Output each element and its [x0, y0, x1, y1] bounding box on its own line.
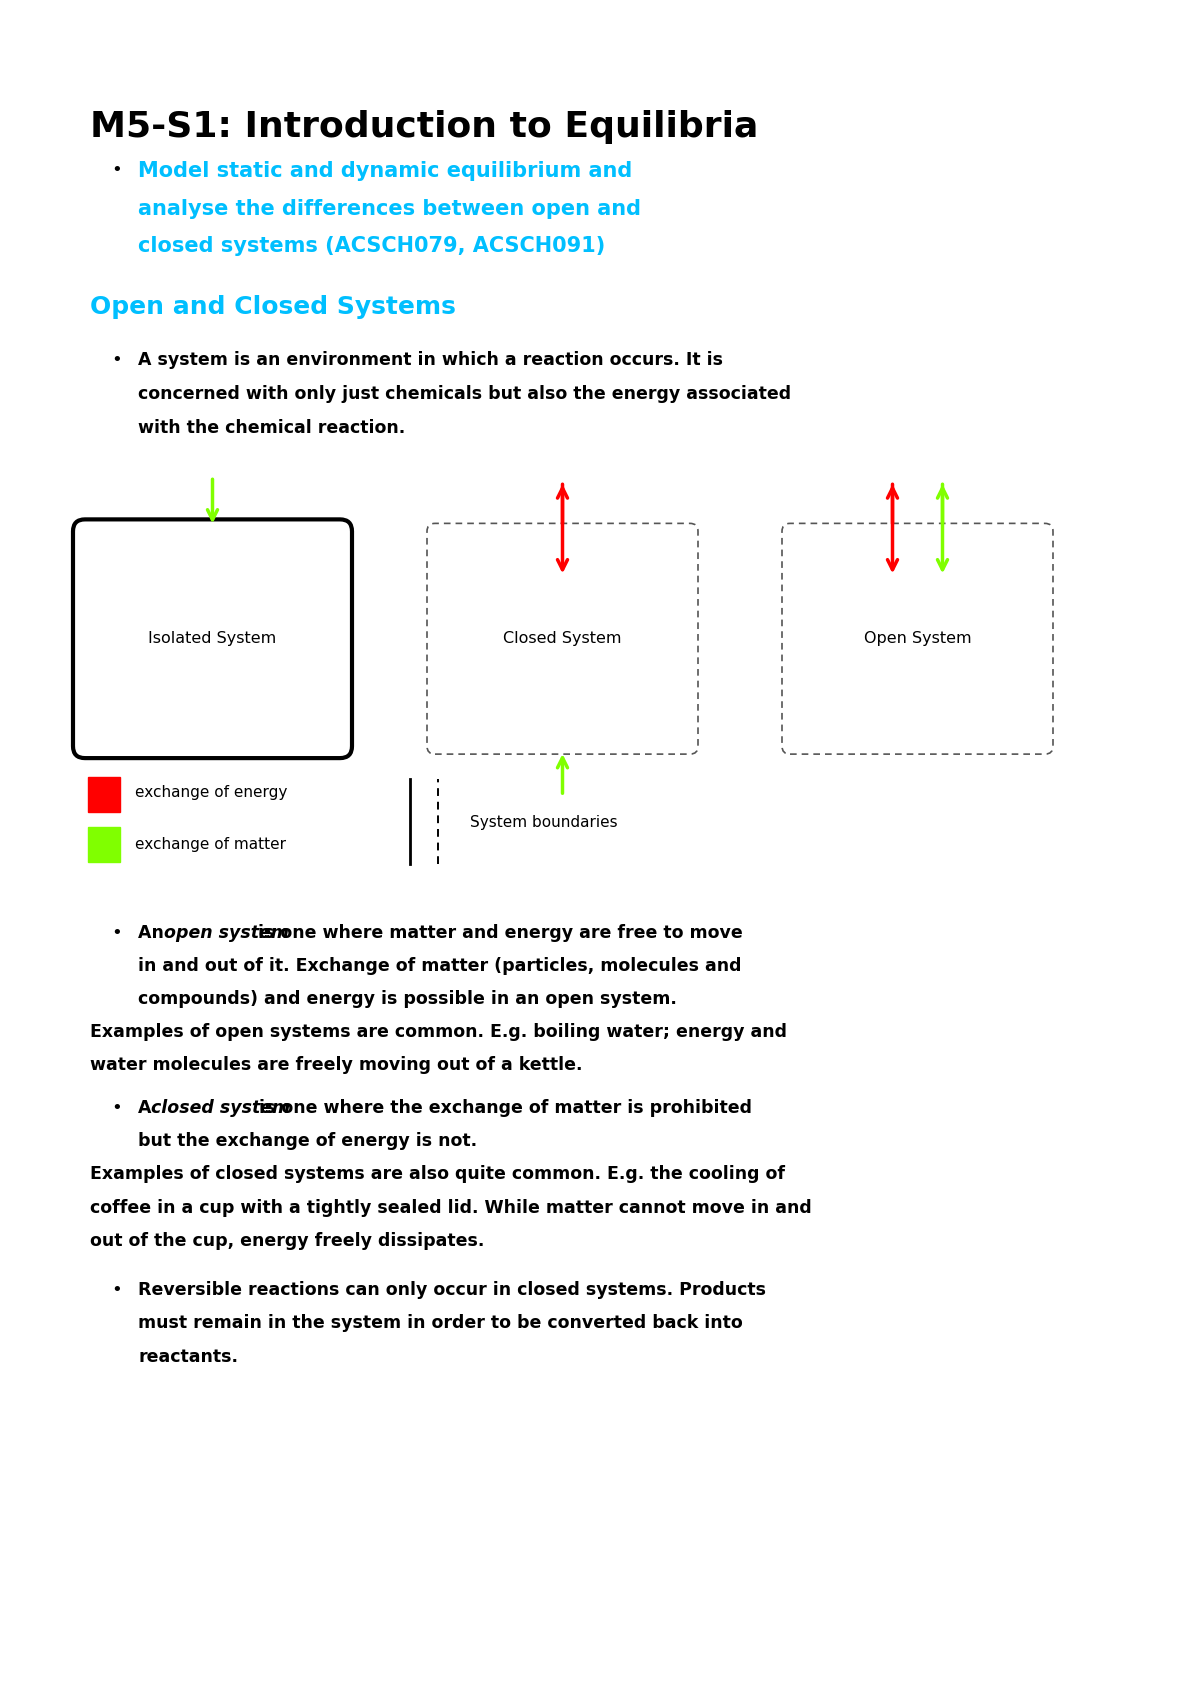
Text: reactants.: reactants. [138, 1348, 238, 1365]
FancyBboxPatch shape [782, 523, 1054, 754]
Text: •: • [112, 161, 122, 180]
Text: concerned with only just chemicals but also the energy associated: concerned with only just chemicals but a… [138, 385, 791, 404]
Text: •: • [112, 351, 122, 370]
Text: Model static and dynamic equilibrium and: Model static and dynamic equilibrium and [138, 161, 632, 182]
Text: •: • [112, 1099, 122, 1117]
Text: compounds) and energy is possible in an open system.: compounds) and energy is possible in an … [138, 990, 677, 1009]
Text: A: A [138, 1099, 157, 1117]
Text: open system: open system [164, 924, 289, 942]
Text: closed systems (ACSCH079, ACSCH091): closed systems (ACSCH079, ACSCH091) [138, 236, 605, 256]
Text: Open System: Open System [864, 632, 971, 647]
FancyBboxPatch shape [427, 523, 698, 754]
Text: analyse the differences between open and: analyse the differences between open and [138, 199, 641, 219]
Text: Reversible reactions can only occur in closed systems. Products: Reversible reactions can only occur in c… [138, 1282, 766, 1299]
Text: out of the cup, energy freely dissipates.: out of the cup, energy freely dissipates… [90, 1231, 485, 1250]
Text: System boundaries: System boundaries [470, 815, 618, 830]
Text: Examples of closed systems are also quite common. E.g. the cooling of: Examples of closed systems are also quit… [90, 1165, 785, 1184]
Text: water molecules are freely moving out of a kettle.: water molecules are freely moving out of… [90, 1056, 582, 1075]
Text: An: An [138, 924, 170, 942]
Text: must remain in the system in order to be converted back into: must remain in the system in order to be… [138, 1314, 743, 1333]
Text: exchange of matter: exchange of matter [134, 837, 286, 852]
Text: Isolated System: Isolated System [149, 632, 277, 647]
Text: M5-S1: Introduction to Equilibria: M5-S1: Introduction to Equilibria [90, 110, 758, 144]
Bar [88, 778, 120, 812]
Text: Examples of open systems are common. E.g. boiling water; energy and: Examples of open systems are common. E.g… [90, 1022, 787, 1041]
Text: coffee in a cup with a tightly sealed lid. While matter cannot move in and: coffee in a cup with a tightly sealed li… [90, 1199, 811, 1216]
Text: closed system: closed system [151, 1099, 290, 1117]
Text: but the exchange of energy is not.: but the exchange of energy is not. [138, 1133, 478, 1150]
Text: •: • [112, 1282, 122, 1299]
Text: Closed System: Closed System [503, 632, 622, 647]
Text: exchange of energy: exchange of energy [134, 784, 287, 800]
Text: with the chemical reaction.: with the chemical reaction. [138, 419, 406, 438]
Text: in and out of it. Exchange of matter (particles, molecules and: in and out of it. Exchange of matter (pa… [138, 958, 742, 975]
Text: is one where the exchange of matter is prohibited: is one where the exchange of matter is p… [253, 1099, 752, 1117]
FancyBboxPatch shape [73, 520, 352, 757]
Text: Open and Closed Systems: Open and Closed Systems [90, 295, 456, 319]
Text: •: • [112, 924, 122, 942]
Bar [88, 827, 120, 863]
Text: A system is an environment in which a reaction occurs. It is: A system is an environment in which a re… [138, 351, 722, 370]
Text: is one where matter and energy are free to move: is one where matter and energy are free … [252, 924, 743, 942]
